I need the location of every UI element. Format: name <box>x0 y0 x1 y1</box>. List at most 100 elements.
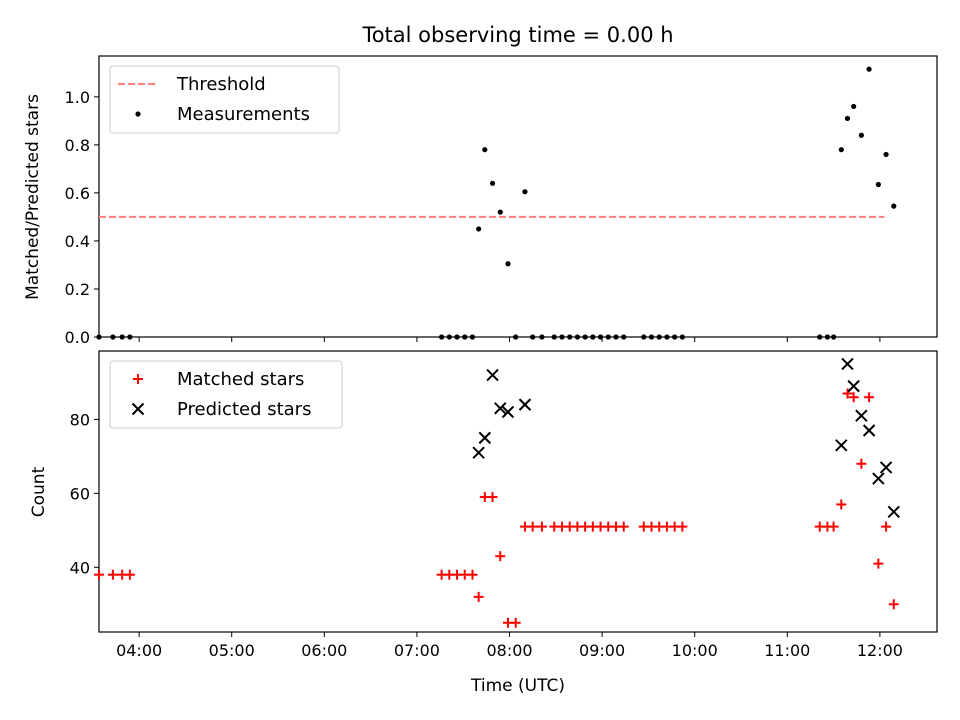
bottom-xtick-label: 06:00 <box>301 641 347 660</box>
predicted-star-marker <box>855 409 868 422</box>
measurement-point <box>656 334 662 340</box>
measurement-point <box>454 334 460 340</box>
top-legend-box <box>109 65 340 134</box>
bottom-legend: Matched stars Predicted stars <box>109 360 343 429</box>
bottom-ytick-label: 80 <box>70 410 90 429</box>
bottom-xtick-label: 08:00 <box>486 641 532 660</box>
measurement-point <box>875 181 881 188</box>
measurement-point <box>597 334 604 340</box>
matched-star-marker <box>124 569 135 580</box>
matched-star-marker <box>510 617 521 628</box>
legend-matched-swatch <box>133 374 143 384</box>
measurement-point <box>469 334 476 340</box>
measurement-point <box>119 334 125 340</box>
bottom-xtick-label: 11:00 <box>764 641 810 660</box>
bottom-ytick-label: 40 <box>70 558 90 577</box>
predicted-star-marker <box>494 402 507 415</box>
matched-star-marker <box>888 599 899 610</box>
measurement-point <box>530 334 536 340</box>
matched-star-marker <box>467 569 478 580</box>
measurement-point <box>559 334 565 340</box>
predicted-star-marker <box>472 446 485 459</box>
measurement-point <box>522 189 528 195</box>
measurement-point <box>831 334 837 340</box>
predicted-star-marker <box>872 472 885 485</box>
top-ytick-label: 0.8 <box>65 136 90 155</box>
measurement-point <box>891 203 897 209</box>
measurement-point <box>96 334 102 340</box>
measurement-point <box>590 334 596 340</box>
measurement-point <box>664 334 670 340</box>
legend-predicted-swatch <box>131 402 145 416</box>
measurement-point <box>824 334 831 340</box>
measurement-point <box>582 334 588 340</box>
matched-star-marker <box>848 392 859 403</box>
chart-title: Total observing time = 0.00 h <box>361 23 673 47</box>
measurement-point <box>672 334 678 340</box>
matched-star-marker <box>527 521 538 532</box>
predicted-star-marker <box>501 405 515 419</box>
measurement-point <box>851 103 857 110</box>
matched-star-marker <box>94 569 104 580</box>
matched-star-marker <box>677 521 688 532</box>
measurement-point <box>844 115 851 122</box>
matched-star-marker <box>856 458 867 469</box>
predicted-star-marker <box>486 368 499 382</box>
matched-star-marker <box>107 569 118 580</box>
measurement-point <box>513 334 519 340</box>
top-ytick-label: 0.2 <box>65 280 90 299</box>
matched-star-marker <box>473 591 484 602</box>
top-ytick-label: 1.0 <box>65 88 90 107</box>
predicted-star-marker <box>835 439 848 452</box>
bottom-xtick-label: 10:00 <box>672 641 718 660</box>
legend-label: Threshold <box>176 74 266 95</box>
bottom-axes: Count Time (UTC) 40 60 80 04:00 05:00 06:00 07… <box>29 350 938 696</box>
measurement-point <box>110 334 116 340</box>
legend-measurement-swatch <box>135 111 141 117</box>
measurement-point <box>817 334 823 340</box>
measurement-point <box>621 334 627 340</box>
measurement-point <box>127 334 133 340</box>
matched-star-marker <box>618 521 629 532</box>
top-ytick-label: 0.4 <box>65 232 90 251</box>
bottom-xtick-label: 09:00 <box>579 641 625 660</box>
measurement-point <box>574 334 581 340</box>
matched-star-marker <box>873 558 884 569</box>
matched-star-marker <box>836 499 847 510</box>
predicted-star-marker <box>518 398 532 411</box>
measurement-point <box>489 180 496 186</box>
measurement-point <box>567 334 573 340</box>
matched-star-marker <box>881 521 892 532</box>
measurement-point <box>439 334 445 340</box>
measurement-point <box>497 209 503 215</box>
measurement-point <box>641 334 647 340</box>
measurement-point <box>613 334 619 340</box>
top-legend: Threshold Measurements <box>109 65 340 134</box>
top-axes: Matched/Predicted stars 0.0 0.2 0.4 0.6 0.8 1… <box>23 55 938 347</box>
measurement-point <box>476 226 482 232</box>
measurement-point <box>482 147 488 153</box>
matched-star-marker <box>495 551 506 562</box>
measurement-point <box>838 147 844 153</box>
predicted-star-marker <box>841 357 854 371</box>
predicted-star-marker <box>478 431 492 445</box>
measurement-point <box>462 334 468 340</box>
predicted-star-marker <box>847 379 860 393</box>
bottom-xlabel: Time (UTC) <box>470 676 565 696</box>
measurement-point <box>551 334 557 340</box>
predicted-star-marker <box>887 505 900 519</box>
measurement-point <box>858 132 864 138</box>
legend-label: Measurements <box>177 104 310 125</box>
measurement-point <box>679 334 685 340</box>
bottom-legend-box <box>109 360 343 429</box>
top-ytick-label: 0.0 <box>65 328 90 347</box>
measurement-point <box>883 151 889 158</box>
bottom-ylabel: Count <box>29 466 49 517</box>
measurement-point <box>648 334 655 340</box>
bottom-ytick-label: 60 <box>70 484 90 503</box>
top-ylabel: Matched/Predicted stars <box>23 94 43 300</box>
measurement-point <box>866 66 872 72</box>
bottom-xtick-label: 05:00 <box>209 641 255 660</box>
predicted-star-marker <box>879 461 893 474</box>
